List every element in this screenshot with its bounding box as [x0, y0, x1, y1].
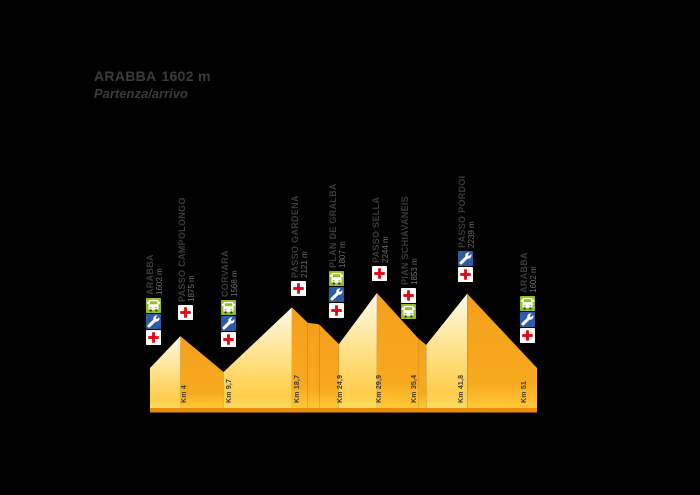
- page-title: ARABBA 1602 m: [94, 68, 211, 85]
- waypoint-icon-stack: [177, 305, 194, 320]
- first-aid-icon: [220, 332, 236, 347]
- profile-segment: [180, 336, 224, 408]
- refreshment-bus-icon: [400, 304, 416, 319]
- mechanical-assistance-icon: [146, 314, 161, 329]
- profile-segment: [338, 293, 377, 408]
- title-block: ARABBA 1602 m Partenza/arrivo: [94, 68, 211, 102]
- waypoint-icon-stack: [146, 298, 162, 345]
- refreshment-bus-icon: [146, 298, 161, 313]
- mechanical-assistance-icon: [520, 312, 535, 327]
- mechanical-assistance-icon: [220, 316, 236, 331]
- first-aid-icon: [328, 303, 344, 318]
- first-aid-icon: [400, 288, 416, 303]
- page-subtitle: Partenza/arrivo: [94, 86, 188, 101]
- mechanical-assistance-icon: [458, 251, 474, 266]
- profile-segment: [307, 322, 320, 408]
- baseline-strip: [150, 408, 537, 413]
- first-aid-icon: [371, 266, 387, 281]
- waypoint-icon-stack: [371, 266, 388, 281]
- first-aid-icon: [290, 281, 306, 296]
- first-aid-icon: [146, 330, 161, 345]
- mechanical-assistance-icon: [328, 287, 344, 302]
- refreshment-bus-icon: [220, 300, 236, 315]
- first-aid-icon: [177, 305, 193, 320]
- profile-segment: [223, 307, 292, 408]
- profile-segment: [291, 307, 308, 408]
- first-aid-icon: [458, 267, 474, 282]
- waypoint-icon-stack: [290, 281, 307, 296]
- waypoint-icon-stack: [520, 296, 536, 343]
- profile-segment: [319, 324, 339, 408]
- waypoint-icon-stack: [220, 300, 237, 347]
- waypoint-icon-stack: [400, 288, 417, 319]
- start-place-altitude: 1602 m: [161, 68, 211, 84]
- refreshment-bus-icon: [520, 296, 535, 311]
- waypoint-icon-stack: [458, 251, 474, 282]
- profile-segment: [426, 293, 468, 408]
- first-aid-icon: [520, 328, 535, 343]
- start-place-name: ARABBA: [94, 68, 157, 84]
- profile-segment: [150, 336, 181, 408]
- refreshment-bus-icon: [328, 271, 344, 286]
- profile-segment: [376, 293, 419, 408]
- profile-segment: [467, 293, 537, 408]
- waypoint-icon-stack: [328, 271, 345, 318]
- profile-segment: [418, 338, 427, 408]
